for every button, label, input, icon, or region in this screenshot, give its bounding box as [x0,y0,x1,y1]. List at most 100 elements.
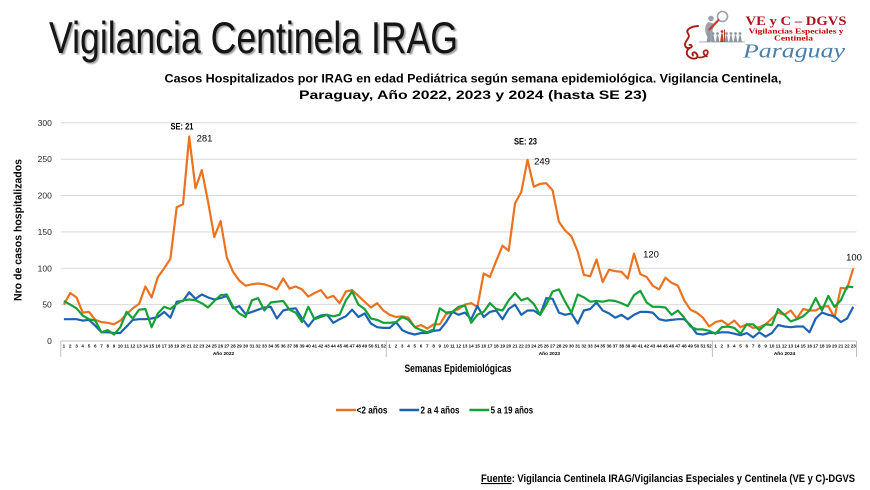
svg-text:12: 12 [782,344,788,349]
svg-text:14: 14 [469,344,475,349]
svg-text:13: 13 [137,344,143,349]
svg-text:22: 22 [519,344,525,349]
svg-text:VE y C – DGVS: VE y C – DGVS [746,14,847,28]
svg-text:281: 281 [197,134,213,145]
svg-text:SE: 21: SE: 21 [171,122,194,132]
svg-text:34: 34 [594,344,600,349]
svg-text:24: 24 [531,344,537,349]
svg-text:40: 40 [306,344,312,349]
svg-text:4: 4 [407,344,410,349]
svg-text:25: 25 [538,344,544,349]
svg-text:39: 39 [625,344,631,349]
svg-text:Centinela: Centinela [774,33,813,42]
svg-text:300: 300 [38,118,52,128]
svg-text:150: 150 [38,227,52,237]
svg-text:8: 8 [107,344,110,349]
svg-text:29: 29 [237,344,243,349]
svg-text:44: 44 [657,344,663,349]
svg-text:45: 45 [337,344,343,349]
svg-text:37: 37 [613,344,619,349]
svg-text:50: 50 [694,344,700,349]
svg-text:Semanas Epidemiológicas: Semanas Epidemiológicas [405,363,512,375]
svg-text:Vigilancias Especiales y: Vigilancias Especiales y [749,26,844,35]
svg-text:12: 12 [456,344,462,349]
svg-text:43: 43 [650,344,656,349]
svg-text:48: 48 [356,344,362,349]
svg-text:32: 32 [581,344,587,349]
svg-text:SE: 23: SE: 23 [514,137,537,147]
svg-text:23: 23 [199,344,205,349]
svg-text:5: 5 [414,344,417,349]
svg-text:49: 49 [688,344,694,349]
svg-text:43: 43 [325,344,331,349]
svg-text:36: 36 [281,344,287,349]
svg-text:Vigilancia Centinela IRAG: Vigilancia Centinela IRAG [51,16,460,65]
svg-text:5: 5 [88,344,91,349]
svg-text:30: 30 [243,344,249,349]
svg-text:23: 23 [851,344,857,349]
svg-text:15: 15 [149,344,155,349]
svg-text:26: 26 [544,344,550,349]
svg-text:5 a 19 años: 5 a 19 años [491,405,534,417]
svg-text:20: 20 [180,344,186,349]
svg-text:39: 39 [299,344,305,349]
svg-text:52: 52 [707,344,713,349]
svg-text:11: 11 [776,344,781,349]
svg-text:6: 6 [94,344,97,349]
svg-text:21: 21 [838,344,844,349]
svg-text:28: 28 [556,344,562,349]
svg-text:Año 2022: Año 2022 [213,351,235,357]
svg-text:4: 4 [733,344,736,349]
svg-text:18: 18 [168,344,174,349]
svg-text:1: 1 [714,344,717,349]
svg-text:41: 41 [312,344,318,349]
svg-text:19: 19 [500,344,506,349]
svg-text:22: 22 [193,344,199,349]
svg-text:40: 40 [631,344,637,349]
svg-text:Nro de casos hospitalizados: Nro de casos hospitalizados [13,159,25,301]
svg-text:12: 12 [130,344,136,349]
svg-text:38: 38 [619,344,625,349]
svg-text:9: 9 [764,344,767,349]
svg-text:45: 45 [663,344,669,349]
svg-text:31: 31 [575,344,581,349]
svg-text:42: 42 [644,344,650,349]
svg-text:200: 200 [38,191,52,201]
svg-text:16: 16 [481,344,487,349]
svg-text:31: 31 [249,344,255,349]
svg-text:2: 2 [721,344,724,349]
svg-text:28: 28 [231,344,237,349]
svg-text:13: 13 [462,344,468,349]
svg-text:49: 49 [362,344,368,349]
svg-text:Año 2024: Año 2024 [774,351,796,357]
svg-text:51: 51 [700,344,706,349]
svg-text:2: 2 [395,344,398,349]
svg-text:17: 17 [813,344,819,349]
svg-text:8: 8 [432,344,435,349]
svg-text:1: 1 [388,344,391,349]
svg-text:33: 33 [262,344,268,349]
svg-text:51: 51 [375,344,381,349]
svg-text:27: 27 [550,344,556,349]
svg-text:Fuente: Vigilancia Centinela: Fuente: Vigilancia Centinela IRAG/Vigila… [481,473,855,485]
svg-text:46: 46 [343,344,349,349]
svg-text:2 a 4 años: 2 a 4 años [421,405,460,417]
svg-text:6: 6 [420,344,423,349]
svg-text:0: 0 [47,336,52,346]
svg-text:47: 47 [675,344,681,349]
svg-text:11: 11 [124,344,129,349]
svg-text:249: 249 [534,157,550,168]
svg-text:21: 21 [187,344,193,349]
svg-text:3: 3 [401,344,404,349]
svg-text:250: 250 [38,154,52,164]
svg-text:50: 50 [368,344,374,349]
svg-text:7: 7 [752,344,755,349]
svg-text:10: 10 [769,344,775,349]
svg-text:16: 16 [807,344,813,349]
svg-text:15: 15 [475,344,481,349]
svg-text:35: 35 [274,344,280,349]
svg-text:52: 52 [381,344,387,349]
svg-text:<2 años: <2 años [357,405,388,417]
svg-text:35: 35 [600,344,606,349]
svg-text:22: 22 [845,344,851,349]
